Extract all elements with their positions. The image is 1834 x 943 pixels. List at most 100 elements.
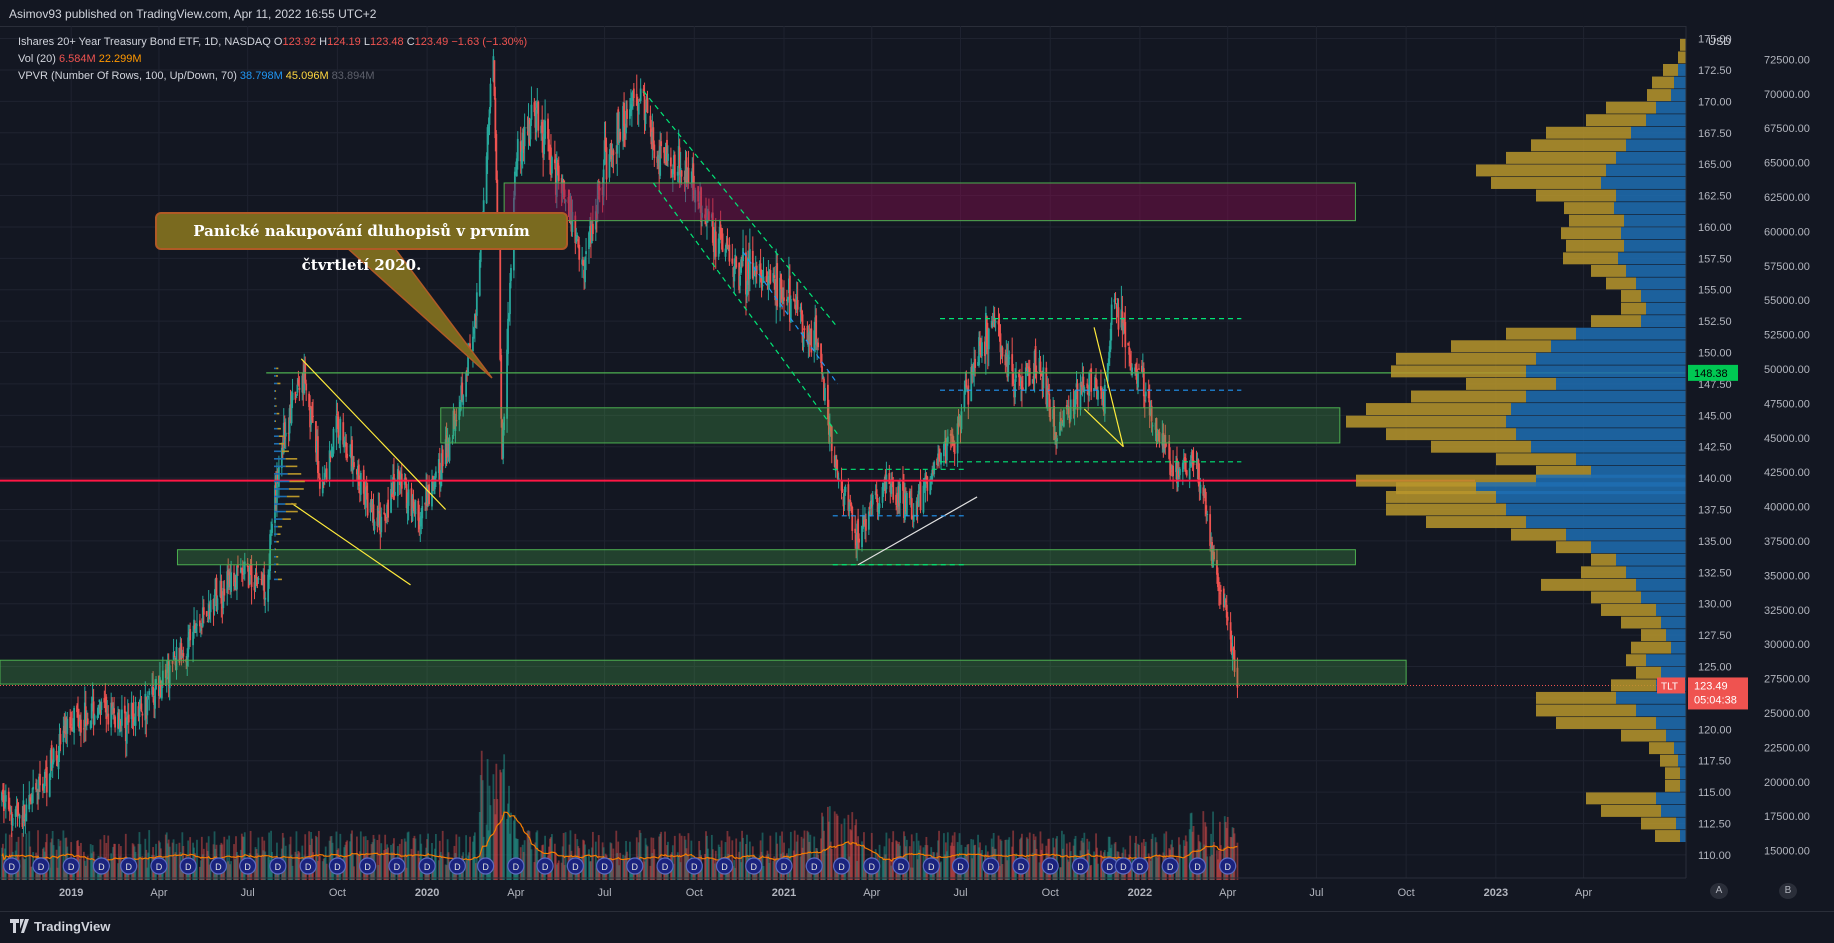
candle-body-347	[473, 314, 476, 328]
candle-body-618	[843, 493, 846, 505]
candle-body-424	[578, 244, 581, 260]
candle-body-779	[1062, 409, 1065, 427]
candle-body-247	[337, 416, 340, 438]
vp-up-13	[1614, 202, 1686, 215]
candle-body-606	[827, 416, 830, 435]
volume-bar-539	[735, 838, 738, 880]
candle-body-671	[916, 502, 919, 508]
dividend-label-4: D	[125, 862, 132, 872]
volume-bar-589	[803, 830, 806, 880]
candle-body-574	[783, 297, 785, 301]
vp-down-12	[1536, 189, 1616, 202]
legend-high-label: H	[319, 36, 328, 48]
volume-bar-560	[765, 855, 768, 880]
candle-body-230	[315, 421, 317, 453]
candle-body-273	[372, 504, 375, 526]
vp-down-31	[1386, 428, 1516, 441]
price-tick-1: 172.50	[1698, 65, 1732, 77]
dividend-marker-32	[951, 857, 970, 875]
candle-body-851	[1162, 432, 1165, 450]
candle-body-512	[699, 191, 702, 208]
volume-bar-452	[617, 841, 620, 880]
candle-body-647	[883, 479, 886, 491]
candle-body-92	[125, 720, 128, 744]
volume-bar-388	[529, 842, 532, 880]
volume-bar-207	[282, 837, 285, 880]
candle-body-283	[386, 504, 389, 518]
candle-body-490	[669, 157, 672, 167]
candle-body-131	[179, 642, 182, 659]
candle-body-422	[576, 235, 579, 238]
volume-bar-752	[1026, 838, 1029, 880]
candle-body-374	[510, 268, 512, 281]
volume-bar-774	[1056, 836, 1058, 880]
dividend-label-31: D	[928, 862, 935, 872]
candle-body-393	[536, 103, 539, 108]
dividend-label-30: D	[898, 862, 905, 872]
volume-bar-828	[1130, 862, 1133, 880]
candle-body-869	[1185, 470, 1188, 476]
candle-body-626	[855, 534, 858, 546]
candle-body-235	[321, 479, 324, 494]
log-scale-button[interactable]: B	[1779, 883, 1797, 899]
auto-scale-button[interactable]: A	[1710, 883, 1728, 899]
time-tick-1: Apr	[150, 887, 167, 899]
vp-down-23	[1506, 327, 1576, 340]
candle-body-695	[949, 433, 952, 436]
vp-down-54	[1536, 704, 1636, 717]
candle-body-87	[119, 720, 121, 733]
candle-body-725	[990, 321, 993, 328]
candle-body-398	[543, 133, 546, 155]
candle-body-559	[762, 276, 765, 283]
volume-bar-393	[536, 830, 539, 880]
vp-down-33	[1496, 453, 1576, 466]
candle-body-860	[1175, 462, 1177, 473]
vp-down-14	[1569, 214, 1624, 227]
volume-bar-609	[830, 848, 833, 880]
candle-body-610	[833, 455, 836, 467]
candle-body-771	[1053, 406, 1056, 441]
volume-bar-717	[979, 842, 981, 880]
svp-up	[274, 480, 290, 483]
candle-body-682	[931, 469, 934, 480]
vp-up-18	[1626, 264, 1686, 277]
volume-bar-128	[174, 852, 177, 880]
candle-body-85	[117, 712, 119, 729]
vp-down-39	[1426, 516, 1526, 529]
dividend-marker-35	[1041, 857, 1059, 875]
volume-bar-146	[199, 860, 202, 880]
candle-body-190	[260, 578, 263, 580]
volume-bar-296	[404, 841, 407, 880]
dividend-marker-36	[1071, 857, 1090, 875]
volume-bar-295	[403, 838, 406, 880]
annotation-callout[interactable]: Panické nakupování dluhopisů v prvním čt…	[155, 212, 568, 274]
volume-bar-369	[503, 754, 506, 880]
volume-bar-638	[870, 832, 873, 880]
candle-body-125	[171, 661, 174, 664]
candle-body-383	[522, 129, 525, 150]
candle-body-593	[809, 331, 812, 343]
volume-bar-862	[1177, 863, 1179, 880]
candle-body-72	[98, 699, 101, 702]
candle-body-639	[871, 494, 874, 505]
volume-bar-348	[474, 863, 477, 880]
candle-body-68	[92, 701, 95, 725]
volume-bar-56	[77, 840, 79, 880]
candle-body-168	[229, 571, 232, 587]
candle-body-231	[316, 440, 318, 455]
volume-bar-39	[52, 845, 55, 880]
volume-bar-731	[998, 866, 1001, 880]
volume-bar-261	[356, 854, 359, 880]
volume-bar-662	[904, 836, 906, 880]
channel-mid	[742, 251, 839, 385]
dividend-label-35: D	[1047, 862, 1054, 872]
candle-body-775	[1059, 421, 1061, 436]
candle-body-80	[110, 702, 113, 728]
candle-body-540	[738, 262, 741, 291]
volume-bar-532	[726, 830, 729, 880]
candle-body-790	[1079, 382, 1082, 410]
volume-bar-561	[766, 850, 769, 880]
candle-body-81	[111, 702, 114, 708]
volume-bar-265	[362, 836, 365, 880]
